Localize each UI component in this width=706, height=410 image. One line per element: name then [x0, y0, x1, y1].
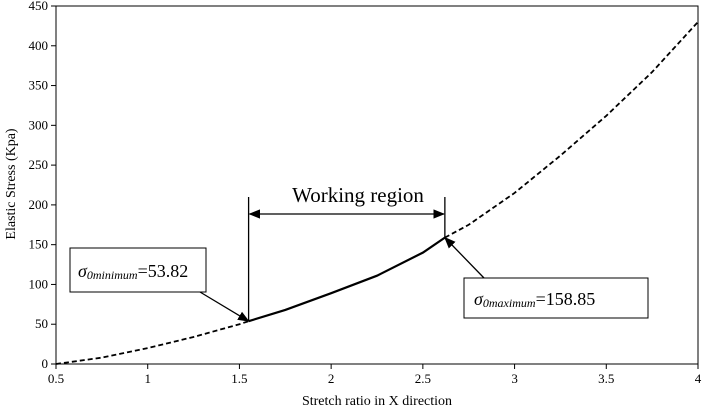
max-annotation-box — [463, 277, 649, 319]
y-tick-label: 450 — [29, 0, 49, 13]
working-curve-1 — [248, 236, 446, 323]
y-tick-label: 400 — [29, 38, 49, 53]
y-tick-label: 0 — [42, 356, 49, 371]
y-axis-label: Elastic Stress (Kpa) — [4, 128, 19, 240]
axes — [55, 5, 699, 365]
min-annotation-text: σ0minimum=53.82 — [78, 261, 188, 282]
max-annotation-text: σ0maximum=158.85 — [474, 289, 595, 310]
dashed-curve-2 — [444, 21, 699, 239]
min-pointer-arrow — [199, 291, 250, 322]
working-region-label: Working region — [292, 183, 424, 207]
dashed-curve-0 — [55, 320, 249, 365]
y-tick-label: 100 — [29, 276, 49, 291]
plot-frame — [55, 5, 699, 365]
y-tick-label: 50 — [35, 316, 48, 331]
x-tick-label: 1 — [144, 371, 151, 386]
x-tick-label: 2 — [328, 371, 335, 386]
y-tick-label: 300 — [29, 117, 49, 132]
x-tick-label: 4 — [695, 371, 702, 386]
x-tick-label: 3 — [511, 371, 518, 386]
series-group — [55, 21, 699, 365]
annotations — [199, 197, 485, 322]
x-tick-label: 1.5 — [231, 371, 247, 386]
y-tick-label: 200 — [29, 197, 49, 212]
x-tick-label: 3.5 — [598, 371, 614, 386]
y-axis-ticks: 0 50 100 150 200 250 300 350 400 450 — [29, 0, 56, 371]
x-tick-label: 2.5 — [415, 371, 431, 386]
max-pointer-arrow — [444, 236, 485, 279]
x-axis-ticks: 0.5 1 1.5 2 2.5 3 3.5 4 — [48, 364, 702, 386]
x-tick-label: 0.5 — [48, 371, 64, 386]
y-tick-label: 150 — [29, 237, 49, 252]
x-axis-label: Stretch ratio in X direction — [302, 394, 452, 409]
y-tick-label: 350 — [29, 78, 49, 93]
min-annotation-box — [69, 247, 207, 293]
y-tick-label: 250 — [29, 157, 49, 172]
